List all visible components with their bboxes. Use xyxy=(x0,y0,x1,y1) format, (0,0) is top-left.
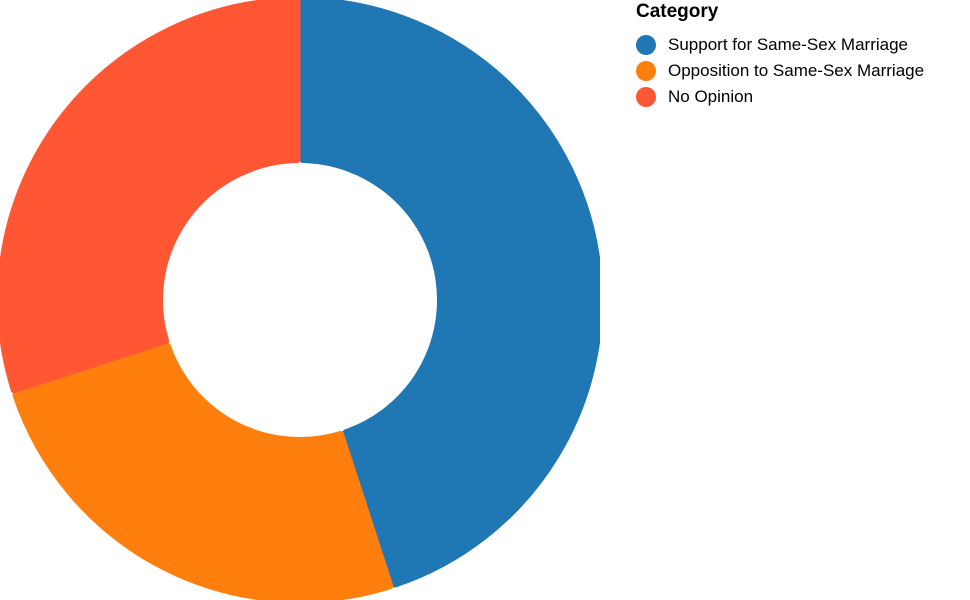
donut-chart xyxy=(0,0,600,600)
donut-slices xyxy=(0,0,600,600)
legend-item-support-for-same-sex-marriage: Support for Same-Sex Marriage xyxy=(636,32,924,58)
legend-items: Support for Same-Sex Marriage Opposition … xyxy=(636,32,924,110)
legend-item-no-opinion: No Opinion xyxy=(636,84,924,110)
legend-label: No Opinion xyxy=(668,87,754,106)
slice-support-for-same-sex-marriage xyxy=(299,0,600,588)
legend-swatch-icon xyxy=(636,61,656,81)
legend-label: Support for Same-Sex Marriage xyxy=(668,35,908,54)
legend-title: Category xyxy=(636,1,719,22)
slice-no-opinion xyxy=(0,0,301,394)
legend-swatch-icon xyxy=(636,35,656,55)
legend-swatch-icon xyxy=(636,87,656,107)
slice-opposition-to-same-sex-marriage xyxy=(12,342,394,600)
legend-item-opposition-to-same-sex-marriage: Opposition to Same-Sex Marriage xyxy=(636,58,924,84)
legend: Category Support for Same-Sex Marriage Op… xyxy=(636,0,924,110)
legend-label: Opposition to Same-Sex Marriage xyxy=(668,61,925,80)
